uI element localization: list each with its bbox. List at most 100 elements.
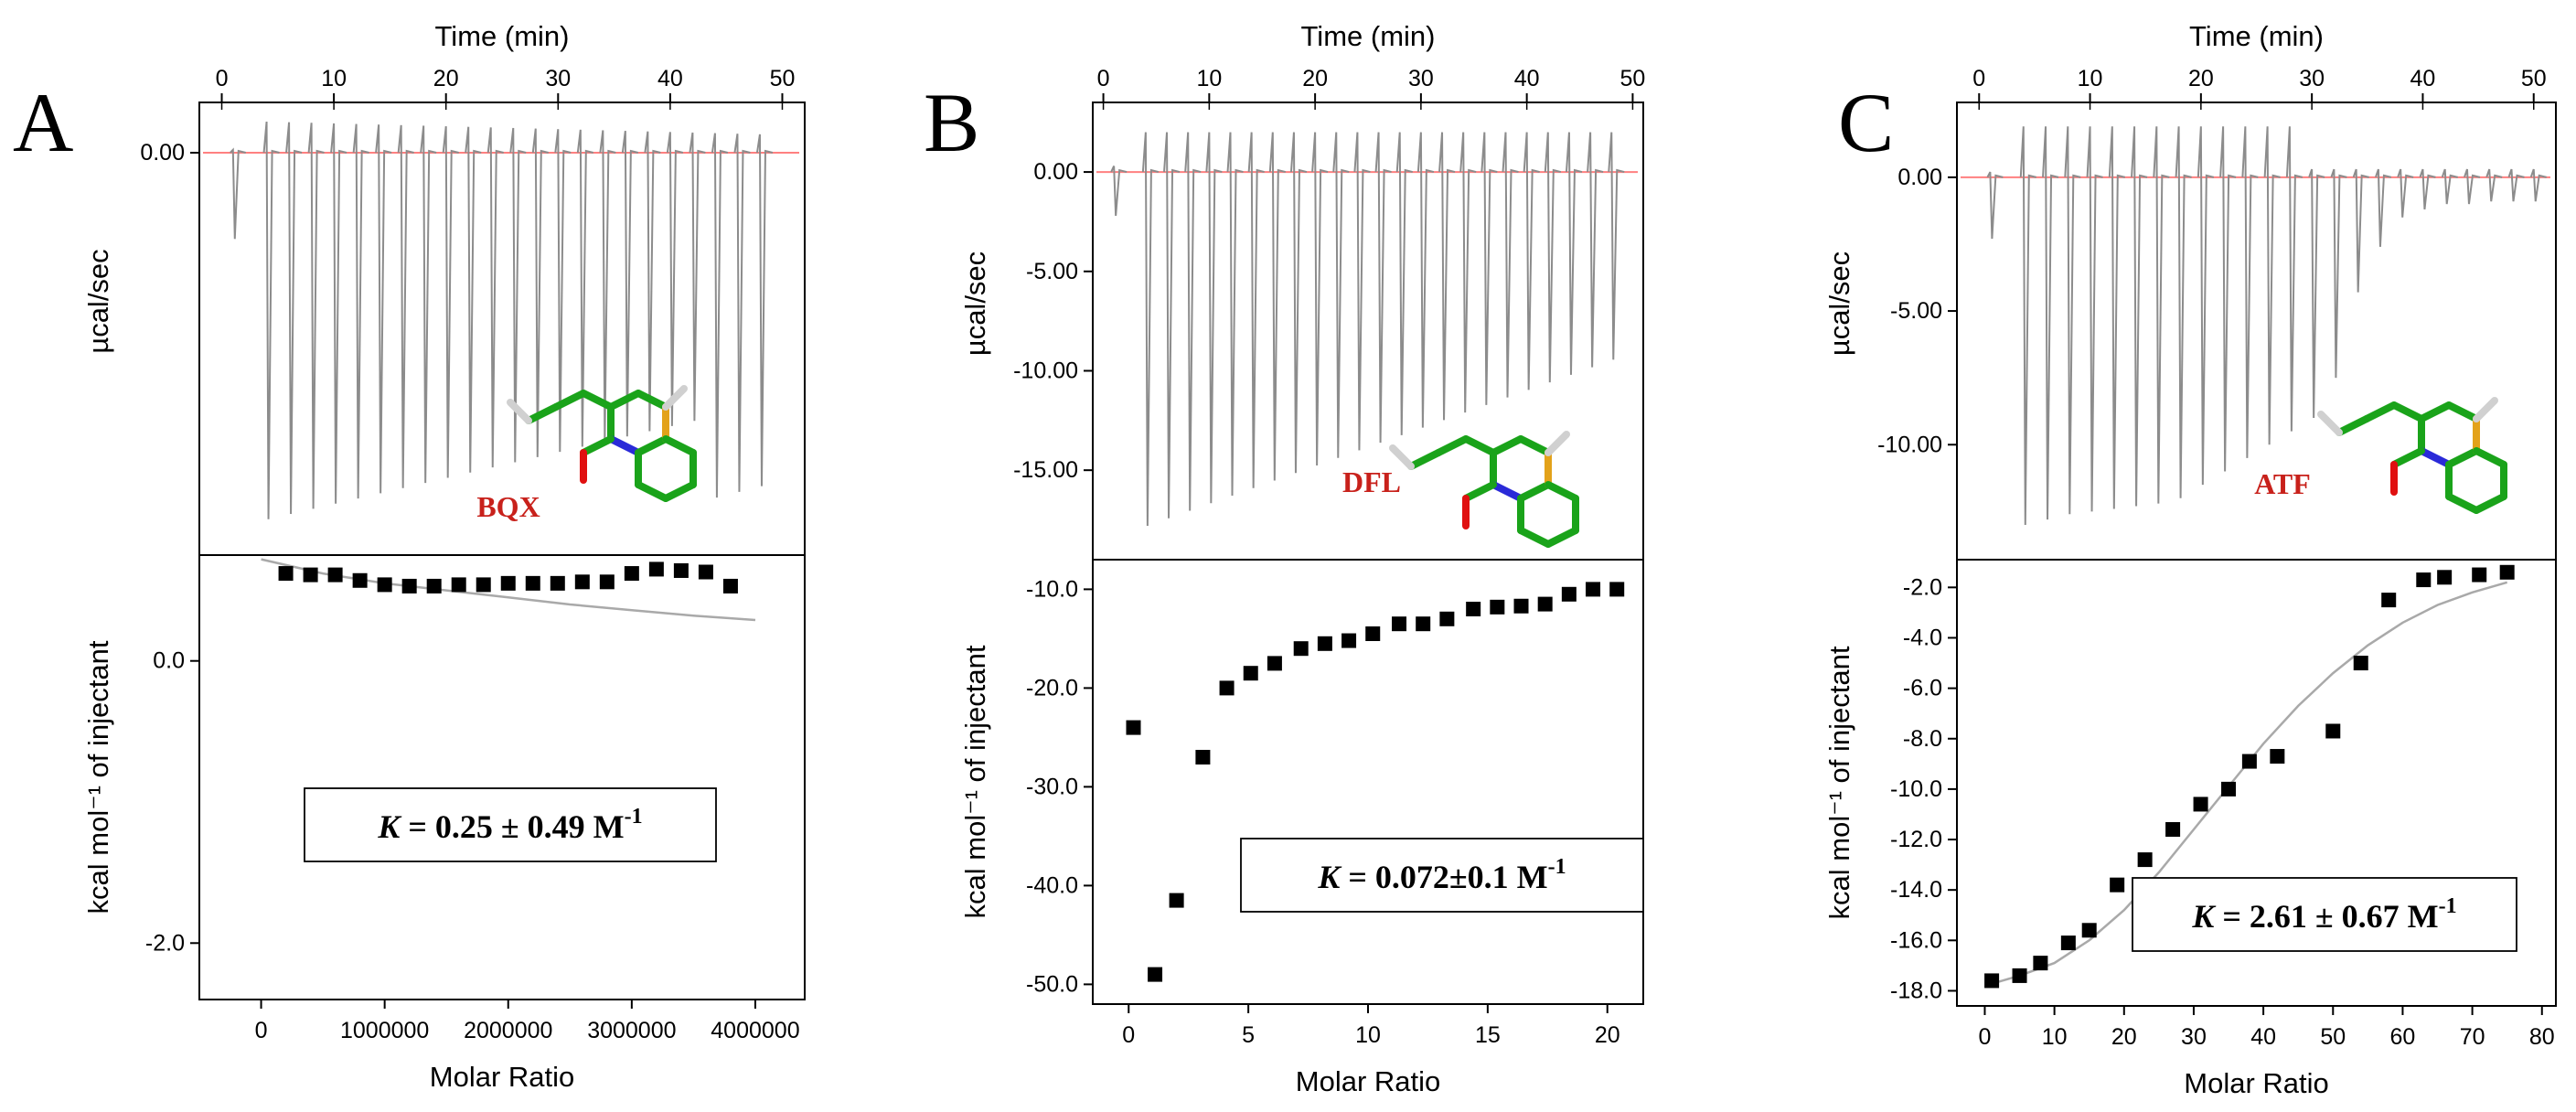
panel-letter: B xyxy=(924,76,979,169)
data-point xyxy=(2033,956,2048,971)
data-point xyxy=(2110,877,2125,893)
injection-peak xyxy=(1205,132,1223,504)
data-point xyxy=(2081,923,2097,938)
injection-peak xyxy=(1523,132,1540,390)
ratio-tick-label: 0 xyxy=(1122,1022,1135,1048)
time-tick-label: 0 xyxy=(216,66,229,91)
molecule-bond xyxy=(507,399,532,424)
ratio-tick-label: 80 xyxy=(2529,1024,2555,1050)
injection-peak xyxy=(1459,132,1477,413)
data-point xyxy=(2353,656,2368,671)
injection-peak xyxy=(230,147,247,240)
injection-peak xyxy=(733,134,751,492)
data-point xyxy=(648,561,664,577)
data-point xyxy=(1148,967,1163,982)
ratio-tick-label: 4000000 xyxy=(711,1018,799,1043)
ratio-tick-label: 50 xyxy=(2320,1024,2346,1050)
time-tick-label: 30 xyxy=(1408,66,1434,91)
molecule-bond xyxy=(2445,493,2480,514)
time-axis-title: Time (min) xyxy=(435,20,570,52)
data-point xyxy=(1169,893,1184,908)
molecule-bond xyxy=(662,385,688,411)
k-symbol: K xyxy=(2191,898,2217,935)
k-annotation-box xyxy=(2132,877,2517,952)
injection-peak xyxy=(2263,126,2281,445)
ratio-tick-label: 30 xyxy=(2181,1024,2207,1050)
isotherm-frame xyxy=(1956,559,2557,1007)
k-annotation: K = 0.072±0.1 M-1 xyxy=(1317,855,1566,895)
data-point xyxy=(1341,633,1357,648)
injection-peak xyxy=(2352,168,2369,293)
data-point xyxy=(401,578,417,593)
injection-peak xyxy=(1353,132,1371,451)
data-point xyxy=(352,572,368,588)
k-exponent: -1 xyxy=(2439,894,2457,918)
time-tick-label: 20 xyxy=(433,66,459,91)
molecule-bond xyxy=(635,435,669,456)
data-point xyxy=(1609,582,1625,597)
injection-peak xyxy=(1332,132,1350,458)
injection-peak xyxy=(689,132,706,422)
molecule-bond xyxy=(2336,415,2370,436)
time-tick-label: 40 xyxy=(657,66,683,91)
molecule-bond xyxy=(607,435,642,456)
power-tick-label: -5.00 xyxy=(1026,259,1078,284)
heat-axis-title: kcal mol⁻¹ of injectant xyxy=(959,645,991,918)
injection-peak xyxy=(2086,126,2103,512)
injection-peak xyxy=(2419,168,2436,210)
injection-peak xyxy=(2308,168,2325,419)
injection-peak xyxy=(2285,126,2303,432)
data-point xyxy=(2060,936,2076,951)
power-tick-label: 0.00 xyxy=(1033,159,1078,185)
injection-peak xyxy=(1395,132,1413,435)
time-tick-label: 30 xyxy=(545,66,571,91)
injection-peak xyxy=(262,121,280,519)
panel-letter: C xyxy=(1838,76,1894,169)
molecule-bond xyxy=(607,390,642,411)
data-point xyxy=(673,562,689,578)
injection-peak xyxy=(1416,132,1435,428)
time-tick-label: 10 xyxy=(321,66,347,91)
heat-tick-label: -40.0 xyxy=(1026,872,1078,898)
molecule-structure xyxy=(1389,431,1579,548)
heat-tick-label: -6.0 xyxy=(1903,676,1942,701)
injection-peak xyxy=(486,127,504,468)
data-point xyxy=(1586,582,1601,597)
injection-peak xyxy=(1141,132,1160,527)
k-exponent: -1 xyxy=(1548,855,1566,879)
power-tick-label: 0.00 xyxy=(140,140,185,166)
ratio-tick-label: 3000000 xyxy=(587,1018,676,1043)
data-point xyxy=(2270,749,2285,764)
injection-peak xyxy=(1438,132,1456,421)
data-point xyxy=(1439,611,1455,626)
time-tick-label: 10 xyxy=(2078,66,2103,91)
injection-peak xyxy=(2219,126,2237,472)
heat-axis-title: kcal mol⁻¹ of injectant xyxy=(1823,646,1855,919)
heat-tick-label: -50.0 xyxy=(1026,971,1078,997)
molecule-bond xyxy=(2473,447,2507,468)
injection-peak xyxy=(2441,168,2458,205)
power-tick-label: -15.00 xyxy=(1013,457,1078,483)
injection-peak xyxy=(1163,132,1181,519)
molecule-bond xyxy=(1389,444,1415,470)
heat-tick-label: -16.0 xyxy=(1890,927,1942,953)
injection-peak xyxy=(330,123,347,504)
data-point xyxy=(1293,641,1309,657)
time-tick-label: 0 xyxy=(1097,66,1110,91)
injection-peak xyxy=(1502,132,1519,398)
data-point xyxy=(426,578,442,593)
data-point xyxy=(1243,666,1258,681)
molecule-bond xyxy=(580,390,615,411)
data-point xyxy=(525,575,540,591)
molecule-bond xyxy=(580,435,615,456)
injection-peak xyxy=(2131,126,2148,507)
time-tick-label: 50 xyxy=(770,66,796,91)
injection-peak xyxy=(420,125,437,484)
power-axis-title: µcal/sec xyxy=(82,249,114,353)
data-point xyxy=(2137,852,2153,868)
molecule-bond xyxy=(1407,449,1442,470)
molecule-bond xyxy=(2390,401,2425,422)
data-point xyxy=(278,566,294,582)
